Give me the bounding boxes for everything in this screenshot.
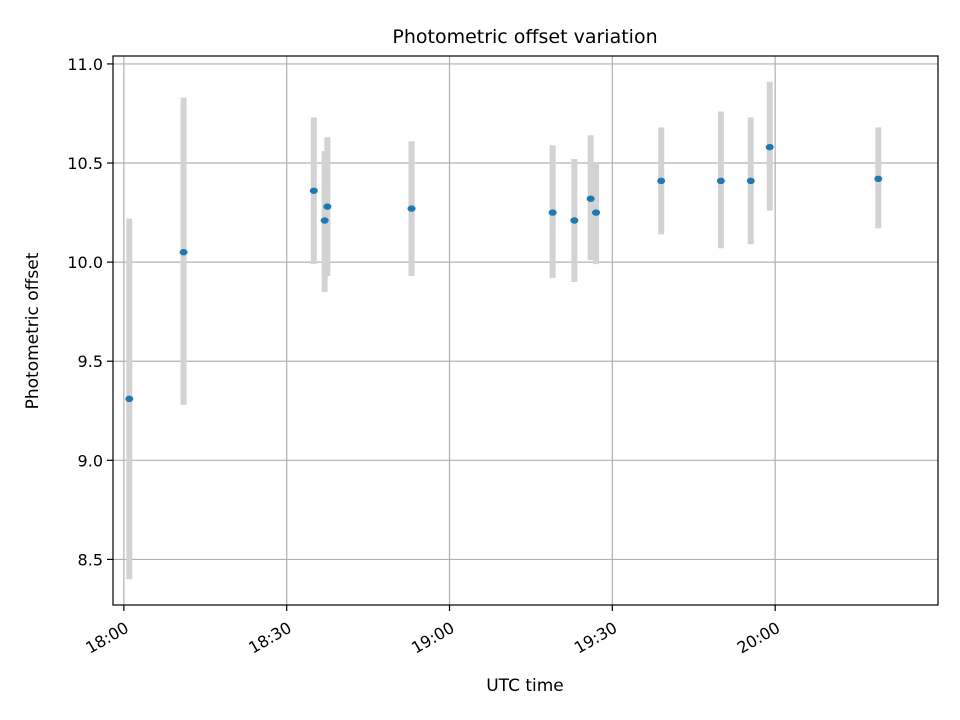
data-point: [407, 205, 416, 212]
data-points: [125, 143, 883, 403]
data-point: [125, 395, 134, 403]
y-tick-label: 10.0: [67, 253, 103, 272]
data-point: [765, 143, 774, 151]
plot-frame: [112, 55, 939, 606]
y-tick-label: 9.5: [78, 352, 103, 371]
data-point: [657, 177, 666, 185]
data-point: [716, 177, 725, 185]
data-point: [548, 209, 557, 216]
data-point: [320, 217, 329, 224]
grid: [113, 56, 938, 605]
y-tick-label: 11.0: [67, 55, 103, 74]
data-point: [179, 249, 188, 256]
y-tick-label: 10.5: [67, 154, 103, 173]
data-point: [874, 175, 883, 183]
data-point: [309, 187, 318, 194]
chart-title: Photometric offset variation: [392, 26, 657, 48]
y-axis-ticks: 8.5 9.0 9.5 10.0 10.5 11.0: [67, 55, 113, 569]
data-point: [592, 209, 601, 216]
y-tick-label: 9.0: [78, 451, 103, 470]
y-axis-label: Photometric offset: [23, 252, 43, 409]
data-point: [570, 217, 579, 224]
data-point: [323, 203, 332, 210]
data-point: [746, 177, 755, 185]
data-point: [586, 195, 595, 202]
y-tick-label: 8.5: [78, 550, 103, 569]
x-axis-label: UTC time: [486, 676, 564, 696]
